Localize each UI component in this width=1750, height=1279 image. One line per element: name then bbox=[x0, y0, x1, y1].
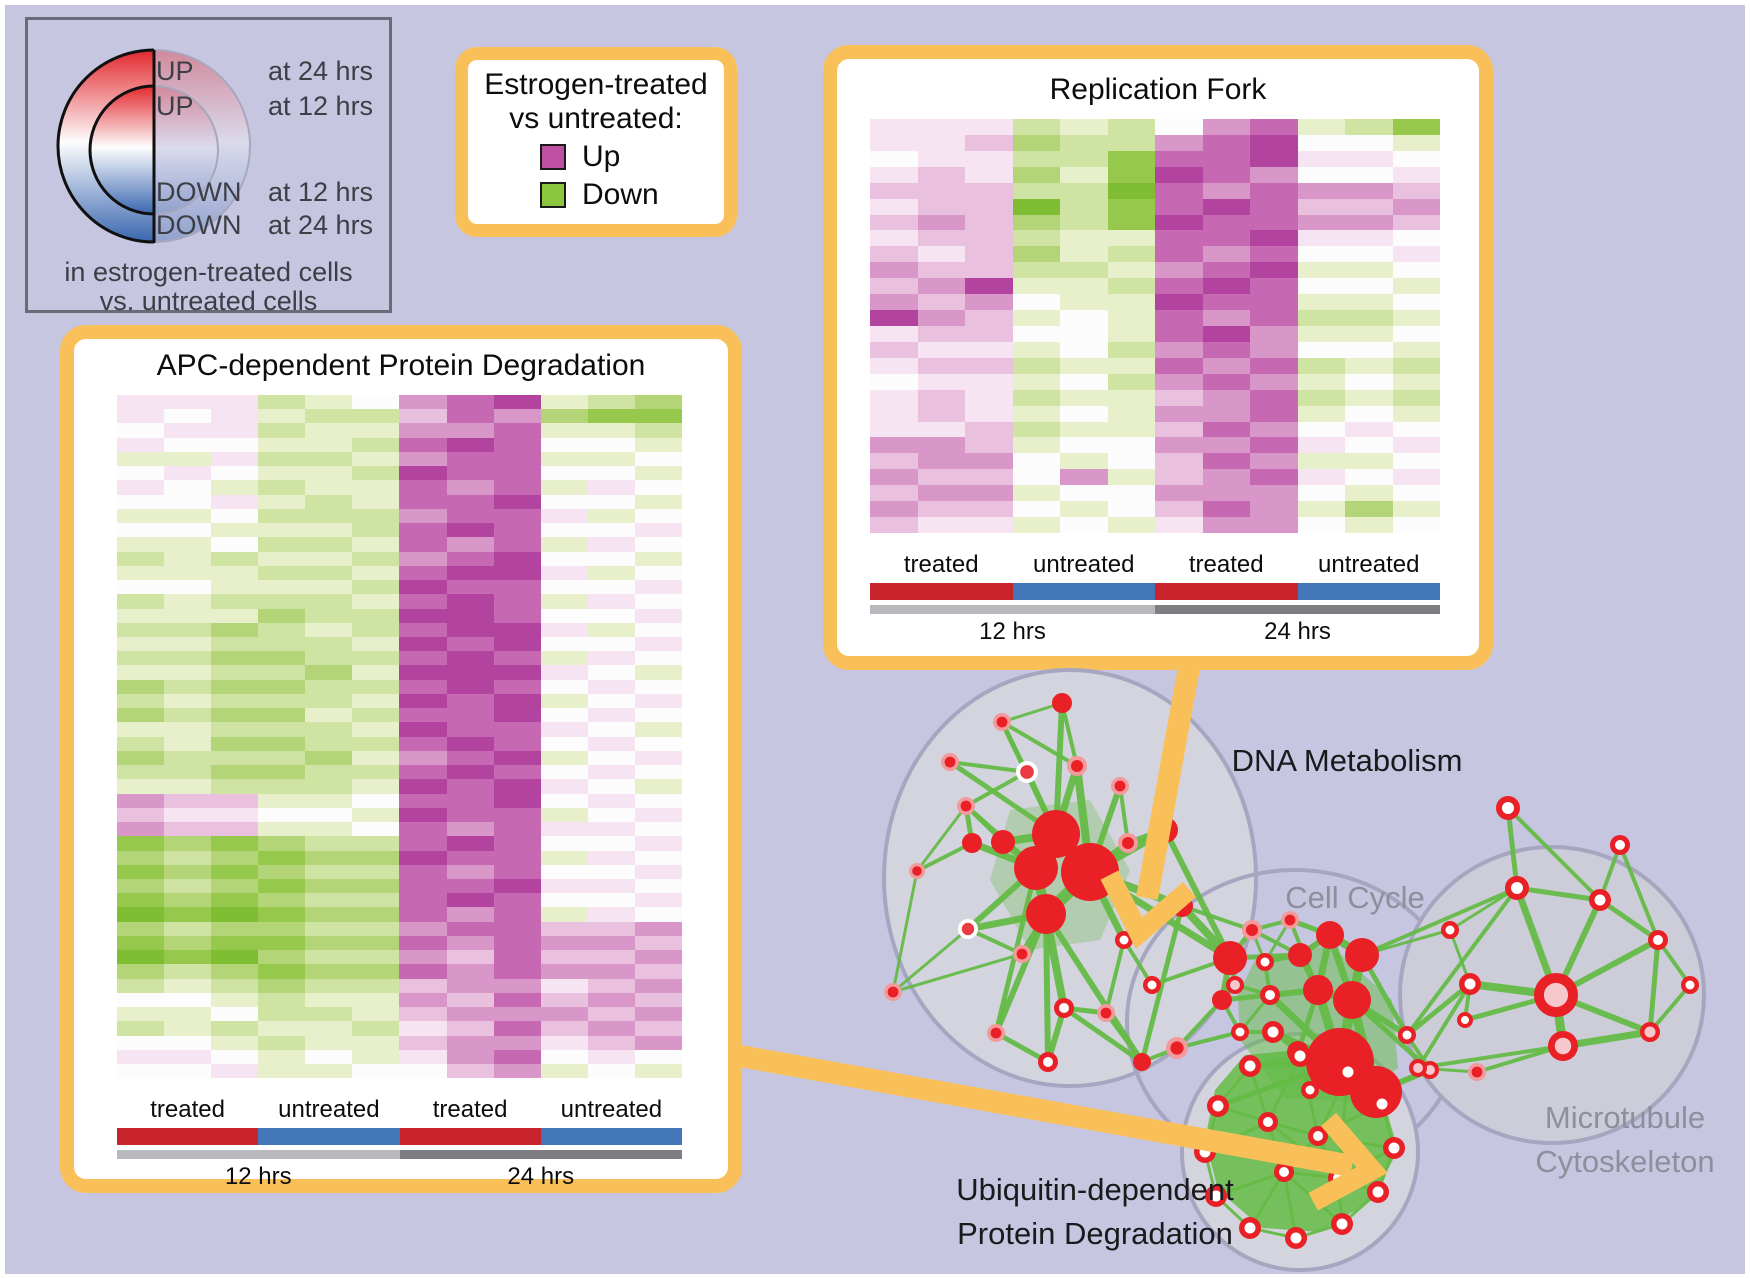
cluster-label-microtubule-cytoskeleton: Microtubule Cytoskeleton bbox=[1535, 1100, 1715, 1179]
group-label: treated bbox=[432, 1096, 508, 1123]
time-label-12hrs: 12 hrs bbox=[979, 618, 1046, 645]
ring-time-12: at 12 hrs bbox=[268, 91, 374, 121]
cluster-label-ubiquitin-degradation: Ubiquitin-dependent Protein Degradation bbox=[956, 1172, 1234, 1251]
up-color-swatch-icon bbox=[540, 144, 566, 170]
ring-time-down-24: at 24 hrs bbox=[268, 210, 374, 240]
up-label: Up bbox=[582, 140, 621, 173]
down-color-swatch-icon bbox=[540, 182, 566, 208]
condition-color-bar bbox=[870, 583, 1440, 600]
replication-fork-heatmap bbox=[870, 119, 1440, 533]
apc-group-labels: treated untreated treated untreated bbox=[117, 1096, 682, 1124]
ring-legend-graphic bbox=[56, 48, 251, 244]
apc-degradation-panel: APC-dependent Protein Degradation treate… bbox=[60, 325, 742, 1193]
time-label-12hrs: 12 hrs bbox=[224, 1163, 292, 1190]
ring-dir-up-24: UP bbox=[156, 56, 194, 86]
down-label: Down bbox=[582, 178, 659, 211]
updown-legend-title-line2: vs untreated: bbox=[509, 102, 683, 135]
apc-degradation-title: APC-dependent Protein Degradation bbox=[156, 349, 646, 382]
replication-fork-title: Replication Fork bbox=[1049, 73, 1267, 106]
replication-fork-group-labels: treated untreated treated untreated bbox=[870, 551, 1440, 579]
ring-dir-down-12: DOWN bbox=[156, 177, 242, 207]
condition-color-bar bbox=[117, 1128, 682, 1145]
time-labels: 12 hrs 24 hrs bbox=[870, 614, 1440, 646]
ring-footnote-line1: in estrogen-treated cells bbox=[64, 257, 353, 287]
ring-footnote-line2: vs. untreated cells bbox=[99, 286, 318, 316]
cluster-label-dna-metabolism: DNA Metabolism bbox=[1231, 743, 1463, 778]
group-label: untreated bbox=[560, 1096, 663, 1123]
time-labels: 12 hrs 24 hrs bbox=[117, 1159, 682, 1191]
updown-legend-title-line1: Estrogen-treated bbox=[484, 68, 708, 101]
time-color-bar bbox=[117, 1150, 682, 1159]
group-label: treated bbox=[150, 1096, 225, 1123]
group-label: untreated bbox=[1318, 551, 1420, 578]
ring-legend-box: UP at 24 hrs UP at 12 hrs DOWN at 12 hrs… bbox=[25, 17, 392, 316]
ring-time-24: at 24 hrs bbox=[268, 56, 374, 86]
cluster-label-cell-cycle: Cell Cycle bbox=[1285, 880, 1425, 915]
ring-dir-down-24: DOWN bbox=[156, 210, 242, 240]
time-color-bar bbox=[870, 605, 1440, 614]
apc-degradation-heatmap bbox=[117, 395, 682, 1079]
ring-time-down-12: at 12 hrs bbox=[268, 177, 374, 207]
time-label-24hrs: 24 hrs bbox=[1264, 618, 1331, 645]
group-label: untreated bbox=[278, 1096, 380, 1123]
time-label-24hrs: 24 hrs bbox=[507, 1163, 575, 1190]
group-label: treated bbox=[1188, 551, 1264, 578]
group-label: untreated bbox=[1033, 551, 1135, 578]
replication-fork-panel: Replication Fork treated untreated treat… bbox=[823, 45, 1493, 670]
ring-dir-up-12: UP bbox=[156, 91, 194, 121]
updown-legend-box: Estrogen-treated vs untreated: Up Down bbox=[455, 47, 737, 237]
group-label: treated bbox=[903, 551, 979, 578]
